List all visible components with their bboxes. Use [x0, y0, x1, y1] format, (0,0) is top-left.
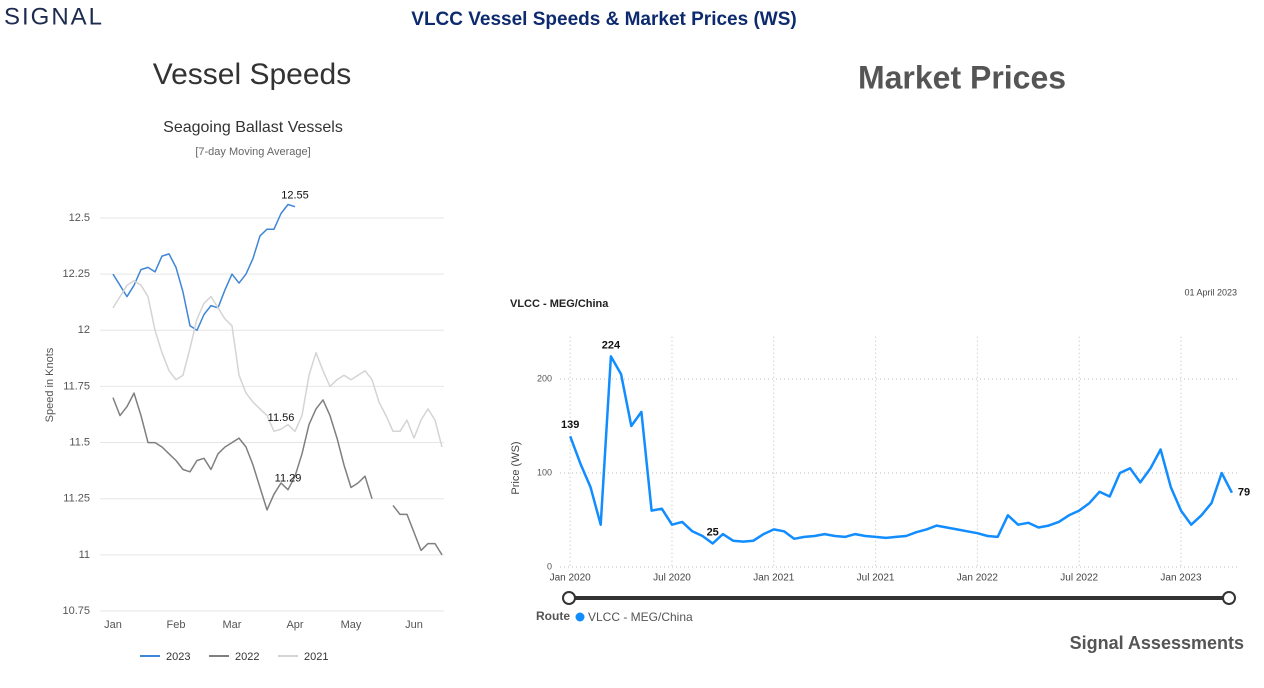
data-label: 139 — [561, 419, 579, 431]
x-tick-label: Apr — [286, 619, 303, 631]
x-tick-label: Jan 2022 — [957, 573, 999, 584]
y-tick-label: 200 — [537, 373, 552, 383]
panel-title: Vessel Speeds — [153, 58, 351, 91]
x-tick-label: Jul 2021 — [857, 573, 895, 584]
logo: SIGNAL — [4, 3, 104, 30]
y-tick-label: 12 — [78, 324, 90, 336]
footer: Signal Assessments — [1070, 633, 1244, 653]
series-line — [112, 203, 296, 332]
y-tick-label: 11.75 — [63, 380, 90, 392]
date-label: 01 April 2023 — [1184, 287, 1237, 297]
panel-title: Market Prices — [858, 59, 1066, 95]
x-tick-label: Jun — [405, 619, 423, 631]
page-title: VLCC Vessel Speeds & Market Prices (WS) — [411, 9, 796, 30]
series-line — [112, 280, 443, 448]
data-label: 12.55 — [281, 190, 309, 202]
legend-label: 2021 — [304, 651, 328, 663]
y-tick-label: 12.25 — [62, 268, 90, 280]
range-slider-handle[interactable] — [562, 591, 576, 605]
x-tick-label: Jan 2023 — [1160, 573, 1202, 584]
chart-title: Seagoing Ballast Vessels — [163, 119, 343, 136]
legend-label: 2023 — [166, 651, 190, 663]
data-label: 11.56 — [268, 412, 295, 424]
range-slider-handle[interactable] — [1222, 591, 1236, 605]
y-tick-label: 11.25 — [63, 493, 90, 505]
x-tick-label: Jan 2020 — [550, 573, 592, 584]
y-tick-label: 11 — [79, 549, 90, 561]
chart-title: VLCC - MEG/China — [510, 298, 609, 310]
y-axis-title: Speed in Knots — [44, 347, 56, 422]
legend-label: VLCC - MEG/China — [588, 610, 693, 624]
y-tick-label: 10.75 — [62, 605, 90, 617]
legend-title: Route — [536, 609, 570, 623]
legend-label: 2022 — [235, 651, 259, 663]
y-tick-label: 12.5 — [69, 212, 90, 224]
x-tick-label: May — [341, 619, 362, 631]
x-tick-label: Jan — [104, 619, 122, 631]
y-tick-label: 11.5 — [69, 436, 90, 448]
data-label: 224 — [602, 339, 621, 351]
series-line — [569, 355, 1234, 545]
x-tick-label: Mar — [223, 619, 242, 631]
data-label: 79 — [1238, 487, 1250, 499]
y-tick-label: 100 — [537, 467, 552, 477]
y-tick-label: 0 — [547, 561, 552, 571]
x-tick-label: Feb — [167, 619, 186, 631]
x-tick-label: Jan 2021 — [753, 573, 795, 584]
chart-subtitle: [7-day Moving Average] — [195, 146, 310, 158]
y-axis-title: Price (WS) — [510, 441, 522, 494]
legend-swatch — [575, 612, 585, 622]
data-label: 11.29 — [275, 473, 302, 485]
data-label: 25 — [707, 526, 719, 538]
x-tick-label: Jul 2020 — [653, 573, 691, 584]
series-line — [112, 392, 443, 556]
x-tick-label: Jul 2022 — [1060, 573, 1098, 584]
